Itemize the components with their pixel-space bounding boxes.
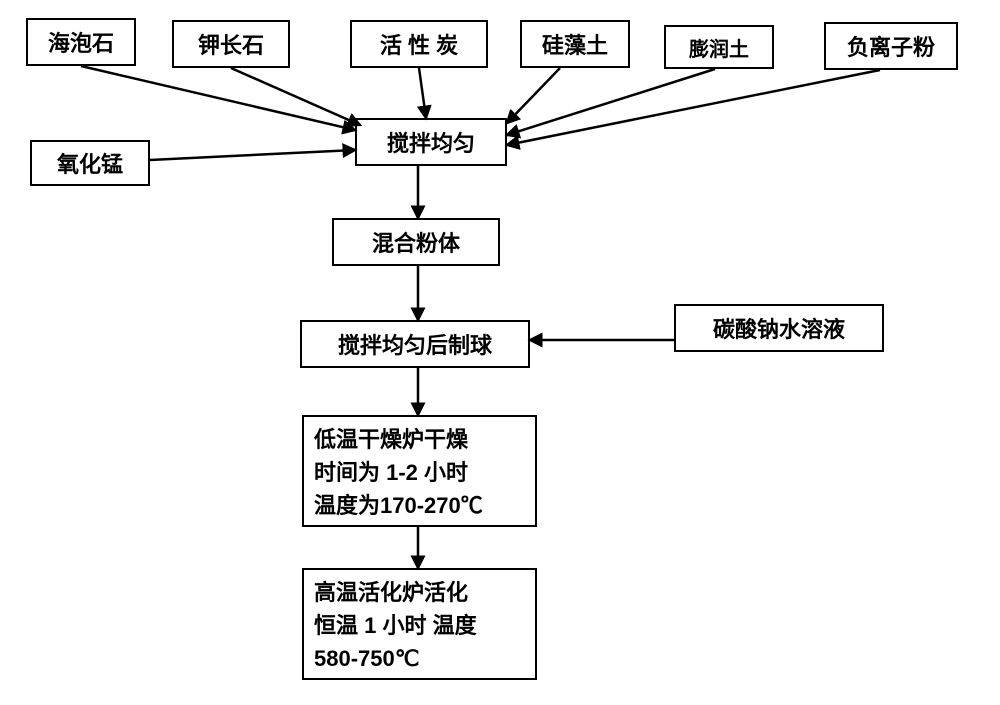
- node-yanghuameng: 氧化锰: [30, 140, 150, 186]
- node-tansuanna: 碳酸钠水溶液: [674, 304, 884, 352]
- node-label: 搅拌均匀后制球: [338, 328, 492, 360]
- node-zhiqiu: 搅拌均匀后制球: [300, 320, 530, 368]
- node-jiaobanjunyun: 搅拌均匀: [355, 118, 507, 166]
- node-ganzao: 低温干燥炉干燥 时间为 1-2 小时 温度为170-270℃: [302, 415, 537, 527]
- node-guizaotu: 硅藻土: [520, 20, 630, 68]
- node-line: 580-750℃: [314, 642, 419, 675]
- node-label: 碳酸钠水溶液: [713, 312, 845, 344]
- node-label: 搅拌均匀: [387, 126, 475, 158]
- node-label: 海泡石: [48, 26, 114, 58]
- node-label: 钾长石: [198, 28, 264, 60]
- node-label: 硅藻土: [542, 28, 608, 60]
- node-label: 混合粉体: [372, 226, 460, 258]
- node-label: 膨润土: [689, 33, 749, 62]
- node-line: 低温干燥炉干燥: [314, 423, 468, 456]
- node-hunhefenti: 混合粉体: [332, 218, 500, 266]
- node-huoxingtan: 活 性 炭: [350, 20, 488, 68]
- node-fulizi: 负离子粉: [824, 22, 958, 70]
- node-label: 负离子粉: [847, 30, 935, 62]
- node-line: 高温活化炉活化: [314, 576, 468, 609]
- node-line: 温度为170-270℃: [314, 489, 483, 522]
- node-label: 氧化锰: [57, 147, 123, 179]
- node-haipao: 海泡石: [26, 18, 136, 66]
- node-line: 恒温 1 小时 温度: [314, 609, 477, 642]
- node-huohua: 高温活化炉活化 恒温 1 小时 温度 580-750℃: [302, 568, 537, 680]
- node-jiachangshi: 钾长石: [172, 20, 290, 68]
- node-label: 活 性 炭: [380, 28, 458, 60]
- node-pengruntu: 膨润土: [664, 25, 774, 69]
- node-line: 时间为 1-2 小时: [314, 456, 468, 489]
